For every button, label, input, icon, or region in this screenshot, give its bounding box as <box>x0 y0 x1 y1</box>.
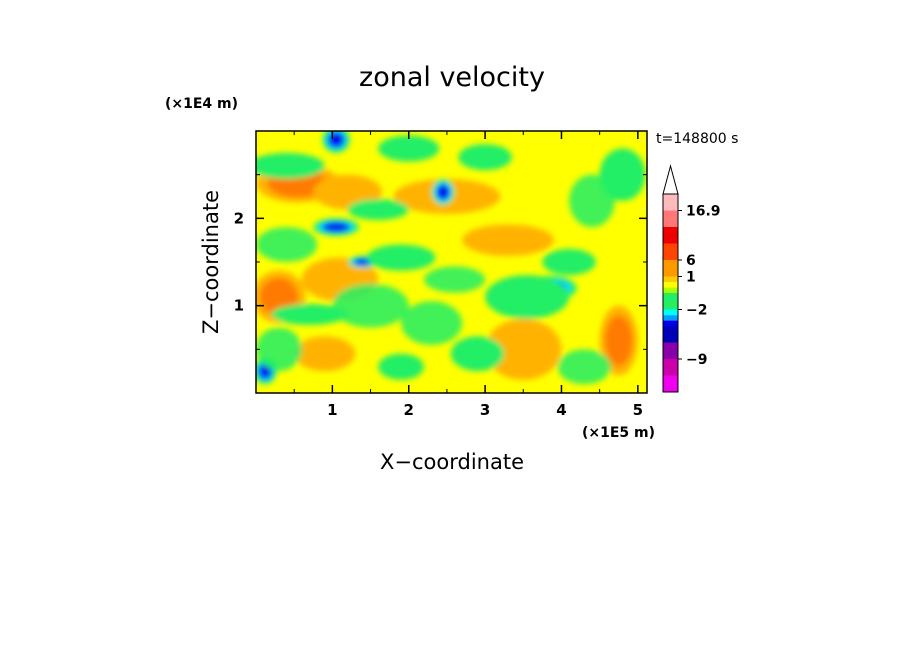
colorbar-label: −2 <box>686 303 707 319</box>
field-region <box>424 266 486 293</box>
y-axis: 12 <box>234 174 647 350</box>
field-region <box>378 135 440 162</box>
y-tick-label: 1 <box>234 297 244 315</box>
colorbar-frame <box>662 193 679 393</box>
x-tick-label: 5 <box>633 401 643 419</box>
field-region <box>485 318 562 380</box>
colorbar-bin <box>663 359 678 376</box>
colorbar-bin <box>663 276 678 283</box>
x-tick-label: 4 <box>556 401 566 419</box>
field-region <box>332 283 409 328</box>
x-axis-title: X−coordinate <box>380 450 524 474</box>
x-unit-label: (×1E5 m) <box>582 425 655 441</box>
colorbar-bin <box>663 326 678 343</box>
field-region <box>462 224 554 256</box>
colorbar-bin <box>663 342 678 359</box>
colorbar-bin <box>663 375 678 392</box>
colorbar-bin <box>663 260 678 277</box>
colorbar-bin <box>663 293 678 310</box>
colorbar-bin <box>663 210 678 227</box>
field-region <box>378 353 425 380</box>
time-label: t=148800 s <box>656 131 738 147</box>
field-region <box>450 336 505 372</box>
x-tick-label: 2 <box>404 401 414 419</box>
colorbar-bin <box>663 243 678 260</box>
x-axis: 1 2 3 4 5 <box>293 131 643 419</box>
field-region <box>366 244 436 271</box>
field-region <box>256 327 302 372</box>
colorbar-bin <box>663 320 678 326</box>
field-region <box>347 199 409 221</box>
field-region <box>436 184 450 200</box>
colorbar-bin <box>663 309 678 316</box>
colorbar-label: 1 <box>686 270 696 286</box>
field-region <box>322 221 350 233</box>
colorbar-extend-arrow <box>662 164 679 195</box>
field-region <box>485 275 570 319</box>
field-region <box>569 174 615 228</box>
field-region <box>294 336 356 372</box>
field-region <box>256 227 318 262</box>
field-region <box>401 301 463 345</box>
y-tick-label: 2 <box>234 209 244 227</box>
x-tick-label: 3 <box>480 401 490 419</box>
field-region <box>327 131 345 148</box>
field-region <box>604 315 633 366</box>
colorbar-bin <box>663 315 678 321</box>
x-tick-label: 1 <box>327 401 337 419</box>
colorbar-label: −9 <box>686 352 707 368</box>
colorbar-bin <box>663 282 678 288</box>
colorbar-label: 6 <box>686 253 696 269</box>
chart-title: zonal velocity <box>359 62 545 93</box>
field-region <box>542 248 596 276</box>
velocity-field <box>256 131 647 393</box>
colorbar-bin <box>663 194 678 211</box>
field-region <box>271 303 348 325</box>
y-unit-label: (×1E4 m) <box>165 96 238 112</box>
colorbar-bin <box>663 227 678 244</box>
field-region <box>256 152 325 180</box>
colorbar-label: 16.9 <box>686 204 721 220</box>
colorbar-bin <box>663 287 678 293</box>
y-axis-title: Z−coordinate <box>199 190 223 334</box>
field-region <box>458 144 512 171</box>
colorbar: 16.9 61 −2 −9 <box>662 164 721 393</box>
field-region <box>557 349 612 385</box>
